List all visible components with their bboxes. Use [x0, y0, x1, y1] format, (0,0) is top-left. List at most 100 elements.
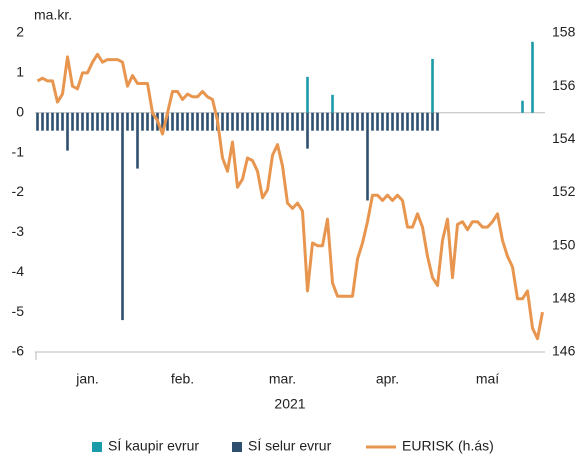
bar [161, 112, 164, 131]
bar [281, 112, 284, 131]
bar [531, 41, 534, 113]
bar [331, 94, 334, 113]
bar [51, 112, 54, 131]
bar [401, 112, 404, 131]
bar [226, 112, 229, 131]
bar [171, 112, 174, 131]
bar [341, 112, 344, 131]
bar [96, 112, 99, 131]
bar [41, 112, 44, 131]
bar [181, 112, 184, 131]
bar [66, 112, 69, 151]
y-tick-label: -1 [12, 143, 25, 159]
x-tick-label: feb. [171, 371, 194, 387]
bar [376, 112, 379, 131]
bar [386, 112, 389, 131]
bar [116, 112, 119, 131]
y2-tick-label: 158 [552, 24, 576, 40]
bar [136, 112, 139, 169]
bar [411, 112, 414, 131]
bar [521, 100, 524, 113]
bar [326, 112, 329, 131]
bar [106, 112, 109, 131]
bar [36, 112, 39, 131]
bar [176, 112, 179, 131]
x-tick-label: jan. [75, 371, 99, 387]
y-axis-label: ma.kr. [34, 7, 72, 23]
legend-label: SÍ kaupir evrur [108, 438, 199, 454]
y2-tick-label: 152 [552, 183, 576, 199]
y-tick-label: 1 [16, 64, 24, 80]
bar [346, 112, 349, 131]
bar [206, 112, 209, 131]
bar [296, 112, 299, 131]
bar [221, 112, 224, 131]
bar [201, 112, 204, 131]
bar [126, 112, 129, 131]
bar [61, 112, 64, 131]
bar [86, 112, 89, 131]
x-tick-label: apr. [376, 371, 399, 387]
bar [381, 112, 384, 131]
bar [406, 112, 409, 131]
bar [81, 112, 84, 131]
legend-label: SÍ selur evrur [248, 438, 332, 454]
y-tick-label: -6 [12, 343, 25, 359]
bar [286, 112, 289, 131]
bar [266, 112, 269, 131]
bar [186, 112, 189, 131]
bar [131, 112, 134, 131]
bar [261, 112, 264, 131]
y2-tick-label: 146 [552, 343, 576, 359]
bar [231, 112, 234, 131]
y-tick-label: -4 [12, 263, 25, 279]
bar [316, 112, 319, 131]
bar [46, 112, 49, 131]
bar [351, 112, 354, 131]
y-tick-label: 2 [16, 24, 24, 40]
bar [166, 112, 169, 131]
bar [436, 112, 439, 131]
x-tick-label: maí [476, 371, 499, 387]
bar [141, 112, 144, 131]
bar [396, 112, 399, 131]
bar [251, 112, 254, 131]
x-tick-label: mar. [269, 371, 296, 387]
bar [306, 76, 309, 113]
bar [236, 112, 239, 131]
legend-label: EURISK (h.ás) [402, 438, 494, 454]
bar [301, 112, 304, 131]
bar [211, 112, 214, 131]
bar [71, 112, 74, 131]
y2-tick-label: 156 [552, 77, 576, 93]
y-tick-label: 0 [16, 103, 24, 119]
bar [311, 112, 314, 131]
bar [271, 112, 274, 131]
bar [306, 112, 309, 149]
bar [431, 112, 434, 131]
y-tick-label: -3 [12, 223, 25, 239]
bar [56, 112, 59, 131]
bar [151, 112, 154, 131]
bar [121, 112, 124, 321]
y-tick-label: -2 [12, 183, 25, 199]
legend-swatch [232, 442, 242, 452]
bar [421, 112, 424, 131]
y-tick-label: -5 [12, 303, 25, 319]
bar [91, 112, 94, 131]
bar [196, 112, 199, 131]
bar [361, 112, 364, 131]
bar [291, 112, 294, 131]
bar [276, 112, 279, 131]
bar [321, 112, 324, 131]
y2-tick-label: 150 [552, 236, 576, 252]
bar [146, 112, 149, 131]
bar [101, 112, 104, 131]
line [36, 52, 544, 341]
bar [331, 112, 334, 131]
bar [336, 112, 339, 131]
bar [76, 112, 79, 131]
bar [426, 112, 429, 131]
bar [246, 112, 249, 131]
